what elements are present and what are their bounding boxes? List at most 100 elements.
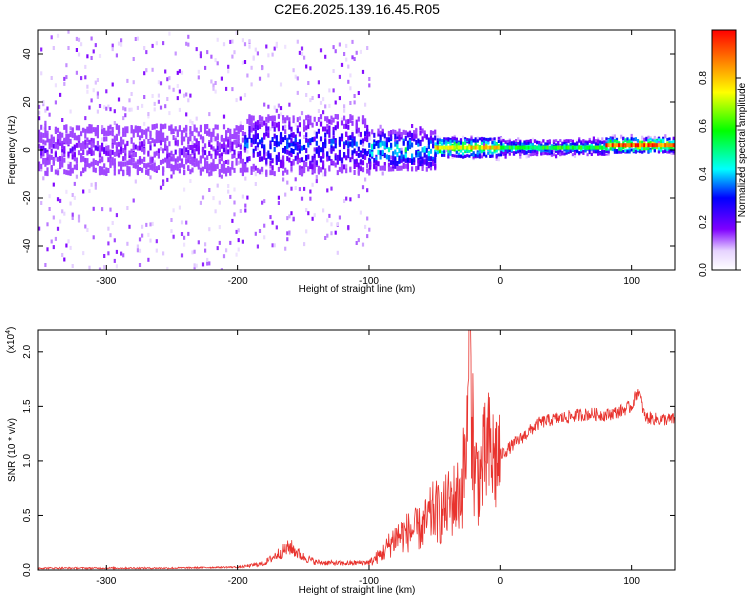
spectrogram-cell — [540, 145, 543, 150]
spectrogram-cell — [105, 130, 108, 136]
spectrogram-cell — [527, 153, 530, 158]
spectrogram-cell — [191, 160, 194, 166]
spectrogram-cell — [107, 145, 110, 151]
spectrogram-cell — [338, 96, 341, 101]
spectrogram-cell — [626, 143, 629, 148]
spectrogram-cell — [73, 181, 76, 186]
spectrogram-cell — [643, 137, 646, 142]
spectrogram-cell — [216, 163, 219, 169]
spectrogram-cell — [229, 140, 232, 146]
spectrogram-cell — [582, 143, 585, 147]
spectrogram-cell — [155, 239, 158, 244]
spectrogram-cell — [603, 145, 606, 150]
spectrogram-cell — [176, 96, 179, 101]
spectrogram-cell — [292, 115, 295, 121]
spectrogram-cell — [470, 153, 473, 157]
spectrogram-cell — [381, 131, 384, 137]
spectrogram-cell — [436, 141, 439, 144]
spectrogram-cell — [290, 138, 293, 144]
spectrogram-cell — [237, 125, 240, 131]
spectrogram-cell — [394, 156, 397, 162]
spectrogram-cell — [195, 146, 198, 152]
spectrogram-cell — [351, 55, 354, 60]
spectrogram-cell — [54, 156, 57, 161]
spectrogram-cell — [349, 135, 352, 141]
spectrogram-cell — [183, 164, 186, 170]
spectrogram-cell — [639, 140, 642, 144]
spectrogram-cell — [208, 188, 211, 192]
spectrogram-cell — [385, 142, 388, 148]
spectrogram-cell — [199, 134, 202, 140]
spectrogram-cell — [330, 231, 333, 236]
spectrogram-cell — [286, 138, 289, 144]
spectrogram-cell — [117, 128, 121, 134]
spectrogram-cell — [400, 132, 403, 137]
spectrogram-cell — [92, 161, 95, 167]
spectrogram-cell — [453, 148, 456, 152]
spectrogram-cell — [311, 167, 314, 173]
spectrogram-cell — [40, 150, 43, 156]
spectrogram-cell — [206, 124, 209, 129]
spectrogram-cell — [157, 137, 160, 143]
spectrogram-cell — [487, 137, 490, 141]
spectrogram-cell — [347, 124, 350, 130]
spectrogram-cell — [326, 188, 329, 193]
spectrogram-cell — [261, 122, 264, 127]
spectrogram-cell — [170, 229, 173, 234]
spectrogram-cell — [44, 263, 47, 267]
spectrogram-cell — [300, 196, 304, 201]
spectrogram-cell — [466, 154, 469, 158]
spectrogram-cell — [643, 147, 646, 151]
spectrogram-cell — [69, 245, 72, 250]
spectrogram-cell — [328, 132, 331, 138]
spectrogram-cell — [508, 152, 511, 156]
spectrogram-cell — [491, 145, 494, 150]
spectrogram-cell — [319, 48, 323, 53]
spectrogram-cell — [214, 136, 217, 142]
spectrogram-cell — [655, 143, 658, 148]
spectrogram-cell — [377, 140, 380, 146]
spectrogram-cell — [42, 145, 45, 151]
spectrogram-cell — [237, 142, 240, 148]
spectrogram-cell — [46, 137, 49, 143]
spectrogram-cell — [273, 146, 276, 152]
spectrogram-cell — [434, 145, 437, 150]
spectrogram-cell — [197, 131, 200, 137]
snr-series-line — [38, 330, 675, 570]
spectrogram-cell — [355, 158, 358, 164]
spectrogram-cell — [86, 84, 89, 89]
spectrogram-cell — [381, 165, 384, 171]
spectrogram-cell — [138, 263, 142, 267]
spectrogram-cell — [229, 145, 232, 151]
spectrogram-cell — [185, 112, 188, 117]
spectrogram-cell — [214, 58, 217, 63]
spectrogram-cell — [56, 170, 60, 176]
spectrogram-cell — [38, 129, 41, 135]
spectrogram-cell — [641, 135, 644, 140]
spectrogram-cell — [660, 148, 663, 152]
spectrogram-cell — [653, 149, 656, 153]
spectrogram-cell — [459, 141, 463, 145]
spectrogram-cell — [277, 124, 280, 130]
spectrogram-cell — [567, 150, 570, 154]
spectrogram-cell — [229, 148, 232, 153]
spectrogram-cell — [438, 145, 442, 150]
spectrogram-cell — [366, 168, 369, 174]
spectrogram-cell — [601, 137, 604, 142]
spectrogram-cell — [300, 46, 304, 51]
spectrogram-cell — [109, 157, 112, 163]
spectrogram-cell — [322, 147, 325, 152]
spectrogram-cell — [427, 156, 430, 162]
spectrogram-cell — [210, 54, 213, 59]
spectrogram-cell — [319, 114, 323, 120]
spectrogram-cell — [183, 93, 186, 98]
spectrogram-cell — [605, 143, 608, 148]
spectrogram-cell — [138, 135, 142, 141]
spectrogram-cell — [453, 140, 456, 144]
spectrogram-cell — [441, 150, 444, 154]
spectrogram-cell — [487, 148, 490, 152]
spectrogram-cell — [271, 137, 274, 142]
spectrogram-cell — [582, 145, 585, 150]
spectrogram-cell — [56, 133, 60, 139]
spectrogram-cell — [162, 170, 165, 176]
